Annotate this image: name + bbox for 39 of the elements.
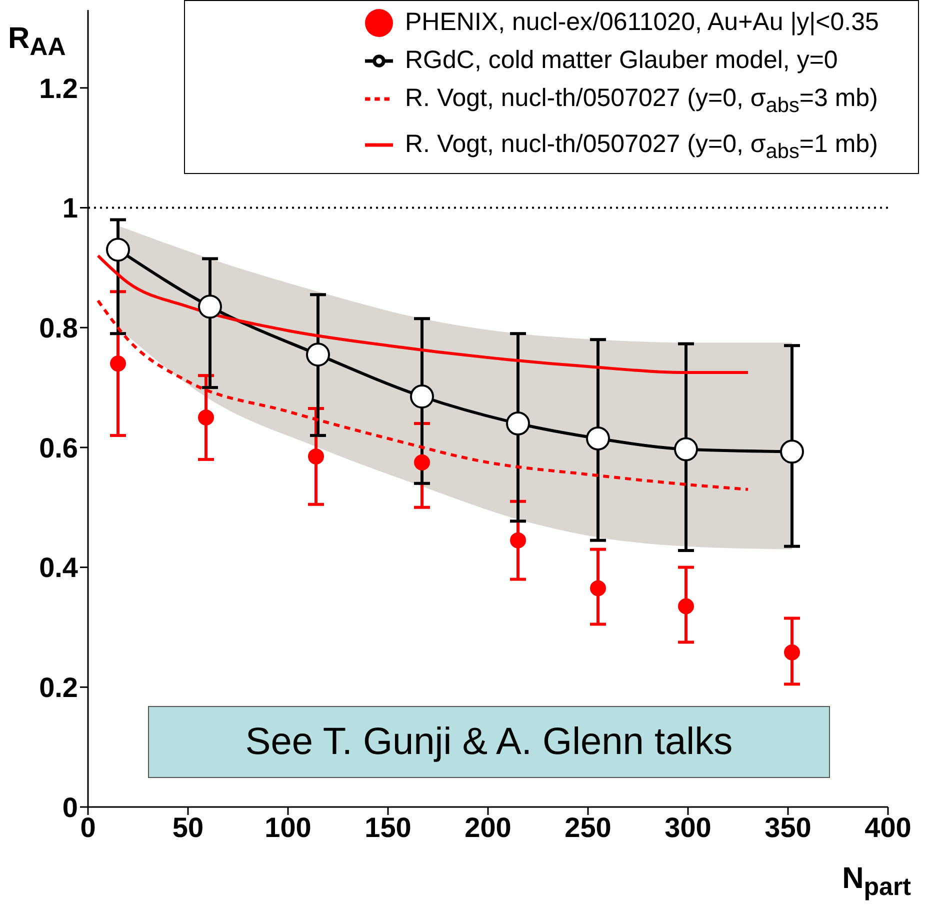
point (510, 532, 526, 548)
point (780, 440, 804, 464)
legend-label: R. Vogt, nucl-th/0507027 (y=0, σ$_{abs}$=1 mb) (405, 130, 878, 163)
point (308, 448, 324, 464)
legend-label: R. Vogt, nucl-th/0507027 (y=0, σ$_{abs}$=3 mb) (405, 84, 878, 117)
y-tick-label: 1 (62, 192, 78, 224)
x-tick-label: 300 (664, 812, 712, 843)
point (198, 409, 214, 426)
point (106, 238, 130, 262)
x-tick-label: 150 (364, 812, 412, 843)
note-box: See T. Gunji & A. Glenn talks (148, 706, 830, 778)
x-tick-label: 200 (464, 812, 512, 843)
x-tick-label: 100 (264, 812, 312, 843)
y-tick-label: 1.2 (39, 72, 78, 104)
legend-label: RGdC, cold matter Glauber model, y=0 (405, 46, 838, 74)
legend-label: PHENIX, nucl-ex/0611020, Au+Au |y|<0.35 (405, 8, 879, 36)
x-axis-title: N$_{part}$ (842, 862, 911, 902)
point (674, 437, 698, 462)
point (678, 598, 694, 614)
x-tick-label: 250 (564, 812, 612, 843)
y-tick-label: 0.6 (39, 432, 78, 464)
y-axis-title: R$_{AA}$ (8, 22, 66, 62)
y-tick-label: 0.8 (39, 312, 78, 344)
x-tick-label: 350 (764, 812, 812, 843)
point (506, 411, 530, 436)
point (410, 384, 434, 409)
y-tick-label: 0.2 (39, 672, 78, 704)
point (784, 644, 800, 660)
line-series (96, 254, 750, 374)
point (414, 454, 430, 470)
x-tick-label: 50 (172, 812, 204, 843)
y-tick-label: 0.4 (39, 552, 78, 584)
point (590, 580, 606, 596)
point (586, 426, 610, 450)
point (110, 356, 126, 372)
point (198, 294, 222, 319)
y-tick-label: 0 (62, 792, 78, 823)
point (306, 342, 330, 367)
x-tick-label: 400 (864, 812, 912, 843)
